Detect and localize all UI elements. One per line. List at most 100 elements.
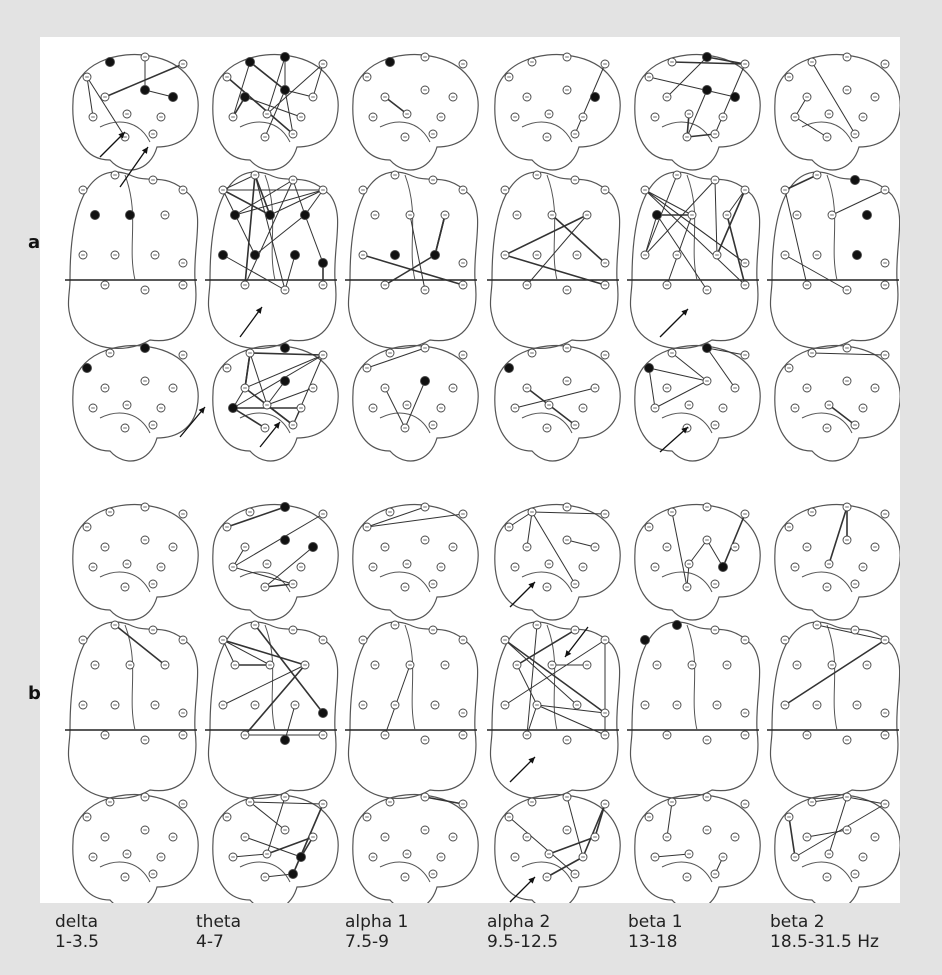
active-electrode (296, 852, 306, 862)
connection-line (254, 624, 324, 714)
active-electrode (590, 92, 600, 102)
brain-view-left (774, 52, 900, 171)
sulcus (521, 571, 573, 593)
sulcus (661, 412, 713, 434)
active-electrode (420, 376, 430, 386)
head-outline (67, 171, 199, 349)
brain-outline (352, 793, 479, 903)
head-outline (347, 621, 479, 799)
connection-line (249, 801, 286, 831)
connection-line (222, 639, 271, 666)
band-label-beta-2: beta 2 18.5-31.5 Hz (770, 912, 879, 952)
active-electrode (168, 92, 178, 102)
active-electrode (644, 363, 654, 373)
connection-line (706, 347, 746, 356)
arrow-head-icon (528, 877, 535, 884)
brain-view-right (72, 792, 199, 903)
brain-view-right (352, 343, 479, 462)
connection-line (254, 174, 286, 291)
brain-view-left (352, 502, 479, 621)
connection-line (656, 214, 708, 291)
head-outline (67, 621, 199, 799)
active-electrode (140, 343, 150, 353)
connection-line (404, 380, 426, 429)
active-electrode (250, 250, 260, 260)
active-electrode (105, 57, 115, 67)
brain-outline (494, 344, 621, 462)
sulcus (521, 412, 573, 434)
connection-line (304, 214, 324, 264)
connection-line (551, 214, 606, 264)
active-electrode (308, 542, 318, 552)
active-electrode (318, 258, 328, 268)
connection-line (526, 214, 588, 286)
brain-outline (212, 793, 339, 903)
brain-view-left (212, 502, 339, 621)
connection-line (366, 347, 426, 369)
brain-view-left (212, 52, 339, 171)
connection-line (594, 803, 606, 838)
connection-line (794, 803, 886, 858)
active-electrode (852, 250, 862, 260)
brain-view-left (72, 502, 199, 621)
connection-line (222, 174, 256, 191)
connection-line (686, 89, 708, 138)
connection-line (644, 189, 746, 264)
active-electrode (82, 363, 92, 373)
arrow-head-icon (681, 427, 688, 434)
active-electrode (504, 363, 514, 373)
connection-line (86, 76, 94, 118)
connection-line (232, 407, 266, 429)
arrow-head-icon (255, 307, 262, 314)
connection-line (266, 796, 286, 855)
band-range: 13-18 (628, 932, 678, 952)
sulcus (239, 861, 291, 883)
head-outline (347, 171, 479, 349)
brain-view-right (212, 343, 339, 462)
connection-line (304, 189, 324, 216)
connection-line (249, 352, 268, 406)
brain-view-top (345, 170, 479, 349)
band-name: theta (196, 912, 241, 932)
connection-line (266, 63, 324, 115)
brain-view-right (72, 343, 199, 462)
connection-line (828, 404, 856, 426)
connection-line (531, 511, 576, 585)
brain-outline (774, 503, 900, 621)
connection-line (504, 214, 588, 256)
connection-line (284, 704, 296, 741)
connection-line (566, 539, 596, 548)
connection-line (526, 511, 533, 548)
connection-line (504, 639, 578, 706)
active-electrode (280, 343, 290, 353)
arrow-line (119, 146, 149, 188)
active-electrode (280, 735, 290, 745)
brain-outline (634, 503, 761, 621)
connection-line (424, 796, 464, 805)
brain-view-right (352, 792, 479, 903)
connection-line (292, 803, 324, 875)
brain-view-top (205, 170, 339, 349)
brain-view-right (494, 792, 621, 903)
connection-line (806, 829, 848, 838)
connection-line (284, 254, 296, 291)
arrow-head-icon (565, 650, 572, 657)
connection-line (846, 796, 886, 805)
connection-line (249, 61, 286, 91)
connection-line (222, 189, 271, 216)
connection-line (264, 546, 314, 588)
brain-view-right (634, 792, 761, 903)
brain-outline (72, 344, 199, 462)
connection-line (284, 89, 294, 135)
head-outline (207, 621, 339, 799)
connection-line (526, 624, 538, 736)
connection-line (264, 583, 294, 588)
band-label-theta: theta 4-7 (196, 912, 241, 952)
connection-line (666, 214, 693, 286)
head-outline (629, 171, 761, 349)
band-label-beta-1: beta 1 13-18 (628, 912, 683, 952)
connection-line (244, 836, 302, 858)
brain-outline (494, 53, 621, 171)
head-outline (769, 621, 900, 799)
brain-view-top (487, 170, 621, 349)
